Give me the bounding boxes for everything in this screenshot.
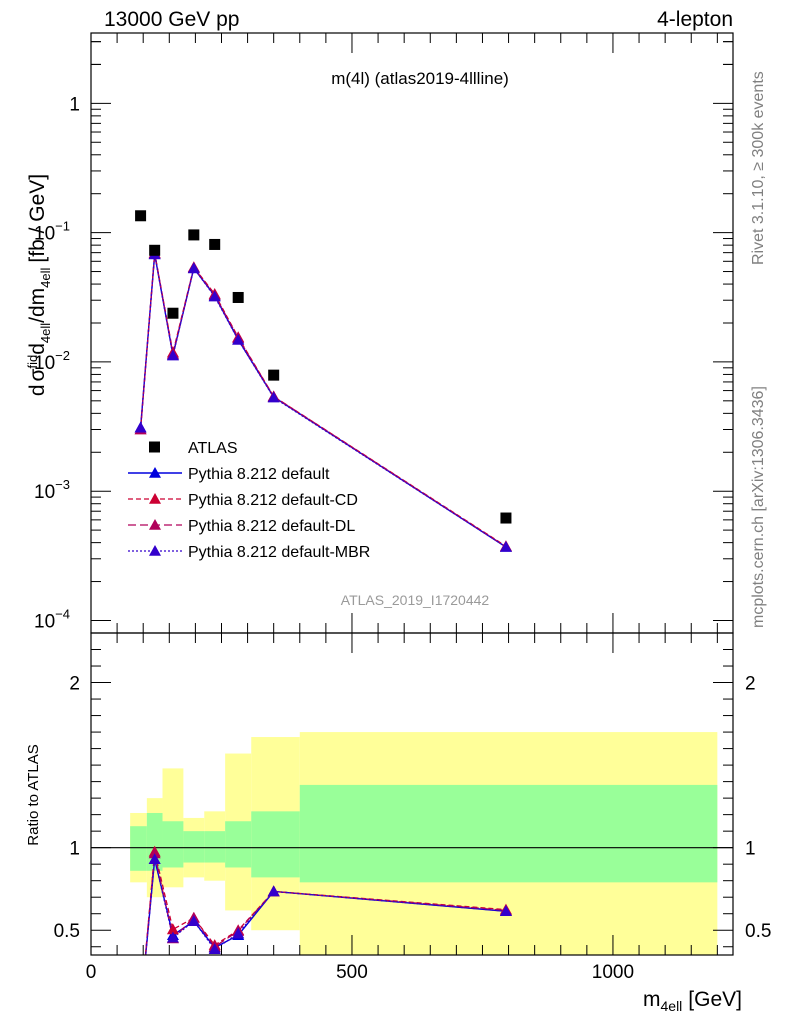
legend: ATLAS Pythia 8.212 default Pythia 8.212 de… (128, 440, 370, 561)
rivet-label: Rivet 3.1.10, ≥ 300k events (750, 71, 767, 265)
plot-title: m(4l) (atlas2019-4llline) (331, 69, 509, 88)
ratio-band-inner-3 (183, 831, 205, 863)
legend-marker-mbr (149, 545, 161, 556)
legend-label: Pythia 8.212 default-CD (188, 492, 358, 509)
mcplots-label: mcplots.cern.ch [arXiv:1306.3436] (750, 386, 767, 628)
data-point-6 (268, 369, 280, 381)
ylabel-four2: 4 (38, 281, 53, 288)
ratio-marker-mbr-1 (148, 853, 161, 865)
ylabel-d: d (26, 384, 49, 396)
main-marker-mbr-7 (499, 541, 512, 552)
ratio-ylabel: Ratio to ATLAS (25, 744, 42, 845)
legend-label: Pythia 8.212 default (188, 466, 330, 483)
data-point-2 (167, 307, 179, 319)
ratio-marker-mbr-7 (499, 905, 512, 917)
ratio-marker-mbr-6 (267, 885, 280, 897)
main-marker-mbr-3 (187, 262, 200, 274)
main-ytick-label: 10−4 (34, 606, 70, 632)
xlabel-sub: 4ell (661, 998, 683, 1014)
legend-marker-dl (149, 519, 161, 530)
ratio-marker-mbr-2 (166, 931, 179, 943)
x-tick-label: 1000 (592, 962, 634, 983)
legend-marker-data (149, 441, 160, 453)
ylabel-unit: [fb / GeV] (26, 174, 49, 263)
ratio-band-inner-2 (162, 821, 184, 868)
ratio-ytick-label-left: 2 (69, 674, 80, 695)
data-point-7 (500, 512, 512, 524)
ratio-ytick-label-right: 0.5 (745, 921, 771, 942)
legend-label: Pythia 8.212 default-MBR (188, 544, 370, 561)
analysis-watermark: ATLAS_2019_I1720442 (341, 592, 490, 608)
x-tick-label: 0 (86, 962, 97, 983)
xlabel-m: m (643, 988, 661, 1011)
data-point-5 (232, 291, 244, 303)
ratio-line-dl (144, 853, 507, 955)
ratio-line-default (144, 859, 507, 955)
ratio-marker-mbr-3 (187, 915, 200, 926)
main-marker-mbr-6 (267, 391, 280, 403)
data-point-3 (188, 229, 200, 241)
ylabel-slash: /dm (26, 288, 49, 323)
ylabel-ell2: ell (38, 267, 53, 280)
ylabel-ell: ell (38, 323, 53, 336)
ratio-line-mbr (145, 859, 507, 955)
ylabel-sigma: σ (26, 368, 49, 381)
main-ytick-label: 10−1 (34, 219, 70, 245)
main-marker-mbr-5 (232, 333, 245, 345)
main-marker-mbr-4 (208, 290, 221, 302)
header-right: 4-lepton (657, 8, 733, 31)
main-marker-mbr-2 (166, 349, 179, 361)
legend-marker-cd (149, 493, 161, 504)
data-point-1 (149, 244, 161, 256)
x-axis-label: m4ell [GeV] (643, 988, 742, 1014)
ratio-marker-mbr-4 (208, 943, 221, 955)
header-left: 13000 GeV pp (104, 8, 239, 31)
ylabel-d2: d (26, 343, 49, 355)
legend-marker-default (149, 467, 161, 478)
main-marker-mbr-0 (134, 421, 147, 433)
ylabel-four: 4 (38, 336, 53, 343)
x-tick-label: 500 (336, 962, 368, 983)
ratio-band-inner-5 (225, 821, 252, 868)
ratio-ytick-label-right: 1 (745, 839, 756, 860)
ratio-ytick-label-left: 1 (69, 839, 80, 860)
ylabel-fid: fid (25, 355, 40, 369)
ratio-marker-dl-1 (148, 847, 161, 859)
ratio-ytick-label-left: 0.5 (54, 921, 80, 942)
main-frame (90, 32, 734, 634)
ratio-marker-cd-2 (166, 923, 179, 935)
main-ytick-label: 1 (69, 94, 80, 115)
legend-label: ATLAS (188, 440, 238, 457)
main-line-mbr (139, 254, 507, 548)
main-ytick-label: 10−2 (34, 348, 70, 374)
main-ylabel: dσfidd4ell/dm4ell[fb / GeV] (25, 174, 53, 396)
main-ytick-label: 10−3 (34, 477, 70, 503)
ratio-band-inner-0 (130, 826, 147, 871)
ratio-ytick-label-right: 2 (745, 674, 756, 695)
data-point-0 (135, 210, 147, 222)
xlabel-unit: [GeV] (688, 988, 742, 1011)
ratio-band-inner-6 (251, 811, 300, 878)
main-line-dl (139, 253, 507, 548)
ratio-marker-mbr-5 (232, 927, 245, 939)
ratio-frame (90, 632, 734, 956)
ratio-band-inner-7 (299, 784, 718, 883)
ratio-band-inner-4 (204, 831, 226, 863)
ratio-plot: 0.5 0.5 1 1 2 2 0 500 1000 (54, 632, 771, 983)
main-plot: 1 10−1 10−2 10−3 10−4 (34, 32, 734, 634)
legend-label: Pythia 8.212 default-DL (188, 518, 355, 535)
data-point-4 (209, 238, 221, 250)
